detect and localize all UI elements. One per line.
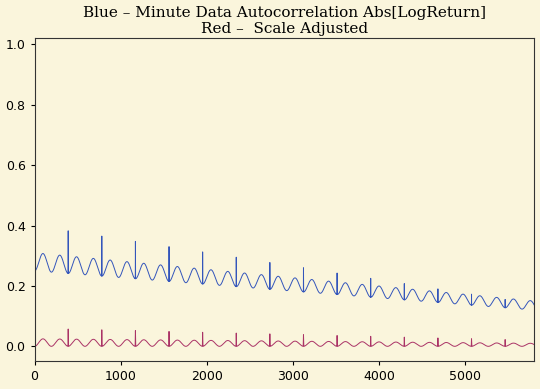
Title: Blue – Minute Data Autocorrelation Abs[LogReturn]
Red –  Scale Adjusted: Blue – Minute Data Autocorrelation Abs[L…	[83, 5, 486, 36]
